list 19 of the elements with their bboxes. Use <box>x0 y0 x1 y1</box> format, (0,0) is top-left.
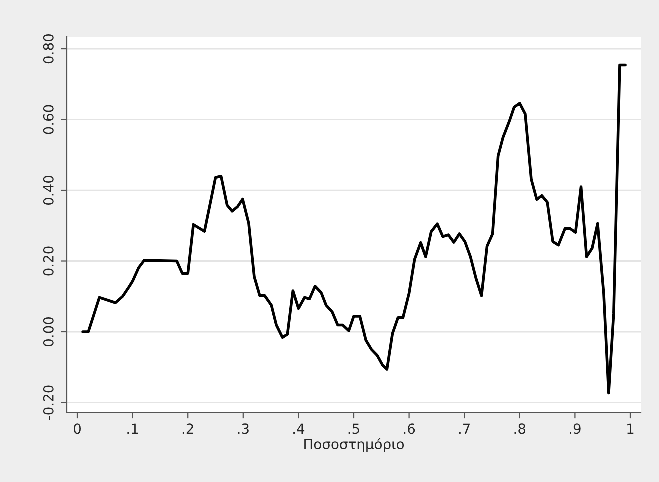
y-tick-label: -0.20 <box>43 386 54 420</box>
x-tick-label: .4 <box>294 424 305 434</box>
x-tick-label: .9 <box>570 424 581 434</box>
x-axis-title: Ποσοστημόριο <box>304 438 404 452</box>
x-tick-label: 1 <box>628 424 634 434</box>
x-tick-label: .8 <box>514 424 526 434</box>
x-tick-label: 0 <box>74 424 82 434</box>
y-tick-label: 0.60 <box>43 105 54 134</box>
y-tick-label: 0.00 <box>43 317 54 347</box>
y-tick-label: 0.40 <box>43 176 54 206</box>
x-tick-label: .7 <box>459 424 470 434</box>
x-tick-label: .3 <box>238 424 249 434</box>
x-tick-label: .2 <box>182 424 194 434</box>
line-series <box>82 64 627 395</box>
x-tick-label: .5 <box>348 424 360 434</box>
x-tick-label: .6 <box>404 424 416 434</box>
y-tick-label: 0.80 <box>43 34 54 64</box>
y-tick-label: 0.20 <box>43 246 54 276</box>
x-tick-label: .1 <box>128 424 138 434</box>
